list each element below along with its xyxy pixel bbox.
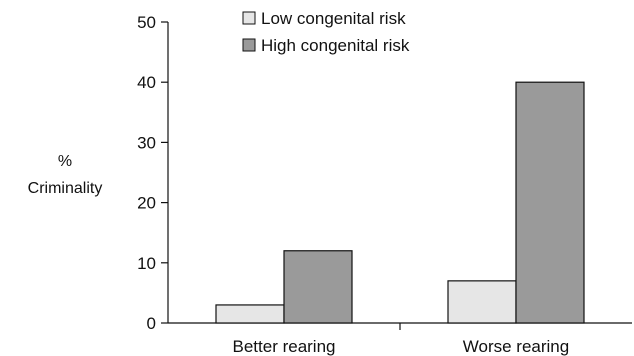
- y-tick-label: 10: [137, 254, 156, 273]
- legend-label: High congenital risk: [261, 36, 410, 55]
- y-tick-label: 50: [137, 13, 156, 32]
- legend-label: Low congenital risk: [261, 9, 406, 28]
- y-tick-label: 20: [137, 194, 156, 213]
- y-axis-label-line-1: %: [58, 153, 72, 170]
- y-ticks: 0 10 20 30 40 50: [137, 13, 168, 333]
- category-labels: Better rearing Worse rearing: [233, 337, 570, 356]
- legend-swatch: [242, 38, 256, 52]
- y-axis-label: % Criminality: [28, 153, 103, 197]
- y-axis-label-line-2: Criminality: [28, 180, 103, 197]
- category-label: Better rearing: [233, 337, 336, 356]
- legend-swatch: [242, 11, 256, 25]
- bar-low-risk-better: [215, 304, 285, 324]
- bar-high-risk-worse: [515, 81, 585, 324]
- legend: Low congenital risk High congenital risk: [242, 9, 410, 55]
- y-tick-label: 0: [147, 314, 156, 333]
- y-tick-label: 40: [137, 73, 156, 92]
- bar-low-risk-worse: [447, 280, 517, 324]
- bar-high-risk-better: [283, 250, 353, 324]
- bars: [215, 81, 585, 324]
- y-tick-label: 30: [137, 133, 156, 152]
- category-label: Worse rearing: [463, 337, 569, 356]
